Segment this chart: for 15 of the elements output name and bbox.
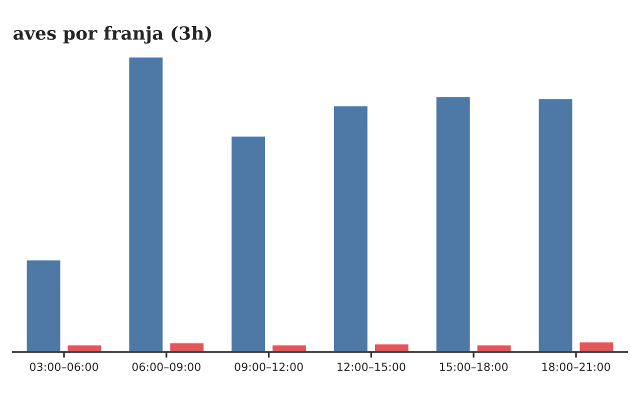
bar xyxy=(374,343,410,352)
x-tick-label: 06:00–09:00 xyxy=(132,362,200,372)
bar xyxy=(128,56,164,352)
x-tick-label: 09:00–12:00 xyxy=(234,362,303,372)
bar xyxy=(332,104,369,352)
x-tick-label: 15:00–18:00 xyxy=(440,362,508,372)
bar xyxy=(578,340,615,352)
bar xyxy=(25,258,62,352)
bar xyxy=(537,98,574,352)
x-tick-label: 18:00–21:00 xyxy=(542,362,610,372)
bar xyxy=(230,135,266,352)
bar xyxy=(435,96,472,352)
chart-title: aves por franja (3h) xyxy=(14,26,212,44)
x-tick-label: 12:00–15:00 xyxy=(338,362,406,372)
x-tick-label: 03:00–06:00 xyxy=(30,362,98,372)
